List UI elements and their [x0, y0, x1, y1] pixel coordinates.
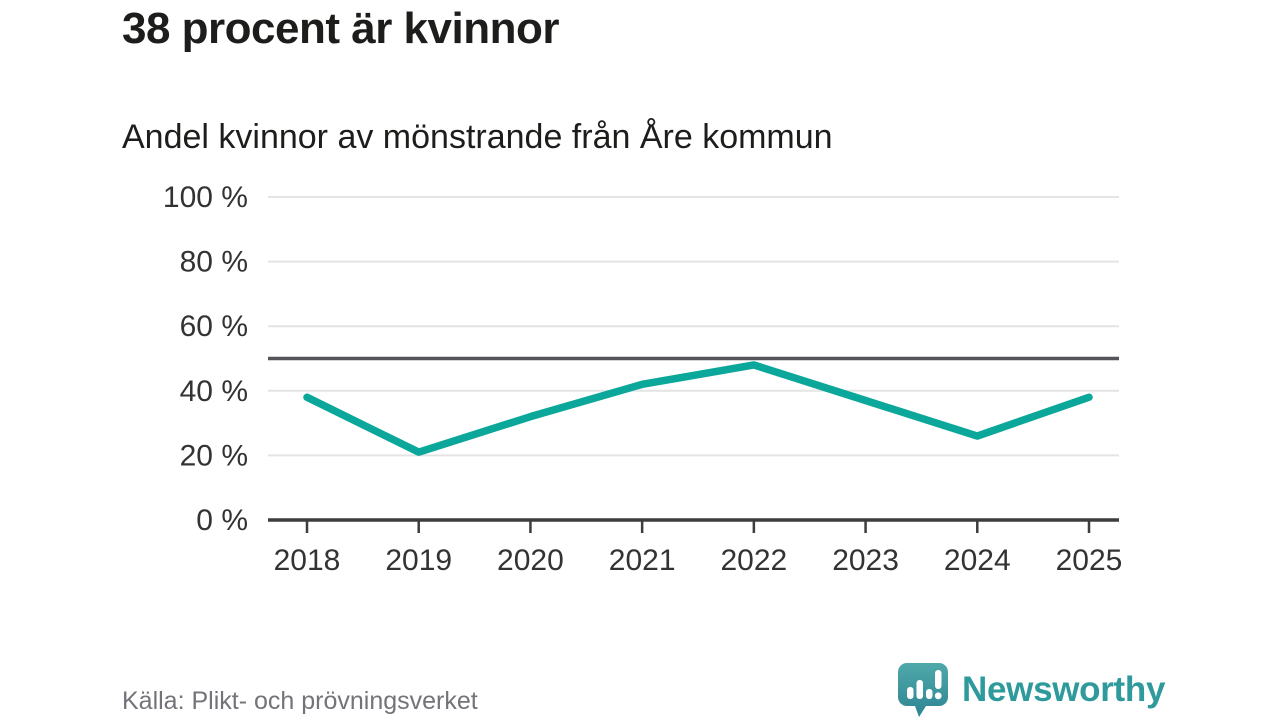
newsworthy-logo-text: Newsworthy [962, 670, 1166, 709]
bar-icon-3 [926, 689, 933, 699]
bar-icon-2 [916, 680, 923, 699]
y-axis-tick-label: 0 % [196, 504, 248, 537]
page-title: 38 procent är kvinnor [122, 4, 559, 53]
x-axis-tick-label: 2020 [497, 544, 564, 577]
chart-subtitle: Andel kvinnor av mönstrande från Åre kom… [122, 118, 833, 156]
exclamation-bar-icon [935, 670, 942, 689]
y-axis-tick-label: 20 % [180, 439, 248, 472]
bar-icon-1 [907, 687, 914, 699]
y-axis-tick-label: 80 % [180, 246, 248, 279]
x-axis-tick-label: 2025 [1056, 544, 1123, 577]
y-axis-tick-label: 60 % [180, 310, 248, 343]
y-axis-tick-label: 40 % [180, 375, 248, 408]
newsworthy-logo: Newsworthy [896, 662, 1165, 718]
source-note: Källa: Plikt- och prövningsverket [122, 687, 478, 715]
x-axis-tick-label: 2021 [609, 544, 676, 577]
newsworthy-logo-icon [898, 663, 948, 717]
x-axis-tick-label: 2024 [944, 544, 1011, 577]
y-axis-tick-label: 100 % [163, 181, 248, 214]
x-axis-tick-label: 2022 [720, 544, 787, 577]
x-axis-tick-label: 2019 [385, 544, 452, 577]
x-axis-tick-label: 2018 [274, 544, 341, 577]
x-axis-tick-label: 2023 [832, 544, 899, 577]
exclamation-dot-icon [934, 692, 942, 700]
data-line [303, 361, 1093, 456]
